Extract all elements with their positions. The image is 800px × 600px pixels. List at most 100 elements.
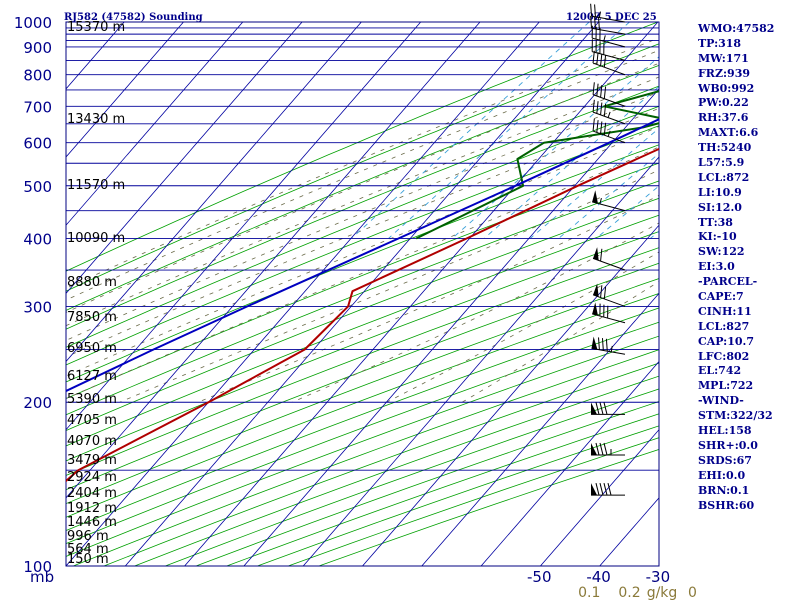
isotherm xyxy=(302,156,659,566)
pressure-tick-label: 600 xyxy=(23,135,52,153)
stat-line: SW:122 xyxy=(698,245,745,259)
dry-adiabat xyxy=(102,362,659,566)
stat-line: -WIND- xyxy=(698,394,744,408)
parcel-profile-line xyxy=(66,118,659,393)
height-tick-label: 11570 m xyxy=(67,178,125,193)
wind-barb xyxy=(590,3,626,23)
stat-line: WMO:47582 xyxy=(698,22,775,35)
stat-line: RH:37.6 xyxy=(698,111,749,125)
height-tick-label: 5390 m xyxy=(67,392,117,407)
mixing-ratio-tick-label: 0.2 xyxy=(618,585,640,600)
height-labels: 15370 m 13430 m 11570 m 10090 m 8880 m 7850 m… xyxy=(67,20,125,567)
pressure-unit-label: mb xyxy=(30,568,54,586)
stat-line: PW:0.22 xyxy=(698,96,749,110)
dry-adiabat xyxy=(66,85,659,330)
dry-adiabat xyxy=(66,105,659,348)
pressure-tick-label: 500 xyxy=(23,178,52,196)
pressure-labels: 100 200 300 400 500 600 700 800 900 1000 xyxy=(14,14,52,576)
moist-adiabat xyxy=(197,194,659,403)
stat-line: LFC:802 xyxy=(698,349,750,363)
height-tick-label: 6127 m xyxy=(67,369,117,384)
dry-adiabat xyxy=(66,22,659,272)
stat-line: WB0:992 xyxy=(698,81,755,95)
dry-adiabat xyxy=(287,437,659,566)
stat-line: CAPE:7 xyxy=(698,290,744,304)
dry-adiabat xyxy=(66,43,659,292)
height-tick-label: 2924 m xyxy=(67,470,117,485)
isotherm xyxy=(66,22,540,566)
moist-adiabat xyxy=(66,76,659,327)
isotherm xyxy=(66,22,303,294)
mixing-ratio-tick-label: 0.6 xyxy=(688,585,698,600)
temperature-labels: mb-50-40-30-20-10010203040C xyxy=(30,568,670,586)
pressure-tick-label: 700 xyxy=(23,98,52,116)
pressure-tick-label: 400 xyxy=(23,230,52,248)
stat-line: TT:38 xyxy=(698,215,733,229)
moist-adiabat xyxy=(66,107,659,358)
temperature-tick-label: -40 xyxy=(586,568,611,586)
isotherm xyxy=(66,22,244,226)
stat-line: -PARCEL- xyxy=(698,275,758,289)
isotherm xyxy=(66,22,481,499)
stat-line: KI:-10 xyxy=(698,230,737,244)
height-tick-label: 1446 m xyxy=(67,515,117,530)
stat-line: STM:322/32 xyxy=(698,409,773,423)
isotherm xyxy=(658,565,659,566)
moist-adiabat xyxy=(66,37,659,289)
moist-adiabat xyxy=(66,49,659,301)
wind-barb xyxy=(592,190,626,212)
wind-barb xyxy=(592,247,626,271)
dry-adiabat xyxy=(66,64,659,311)
isotherm xyxy=(480,360,659,566)
height-tick-label: 2404 m xyxy=(67,486,117,501)
stat-line: LCL:827 xyxy=(698,319,750,333)
stat-line: HEL:158 xyxy=(698,424,752,438)
height-tick-label: 996 m xyxy=(67,529,109,544)
mixing-ratio-labels: 0.10.20.61.02.03.05.010.020.040.0g/kg xyxy=(578,585,698,600)
moist-adiabat xyxy=(66,125,659,377)
wind-barb xyxy=(591,402,625,415)
isotherm xyxy=(421,292,659,566)
isotherm xyxy=(66,22,422,431)
wind-barb xyxy=(592,99,626,125)
stat-line: SHR+:0.0 xyxy=(698,438,758,452)
stat-line: MW:171 xyxy=(698,51,749,65)
wind-barb xyxy=(592,50,626,76)
stat-line: CAP:10.7 xyxy=(698,334,755,348)
moist-adiabat xyxy=(66,91,659,341)
height-tick-label: 150 m xyxy=(67,552,109,567)
stat-line: SRDS:67 xyxy=(698,453,752,467)
plot-frame xyxy=(65,21,660,567)
stat-line: EI:3.0 xyxy=(698,260,735,274)
wind-barb xyxy=(592,283,626,307)
isotherm xyxy=(66,22,362,363)
isotherm xyxy=(0,10,16,590)
skew-t-chart: RJ582 (47582) Sounding 1200Z 5 DEC 25 10… xyxy=(0,3,698,600)
pressure-tick-label: 1000 xyxy=(14,14,52,32)
height-tick-label: 6950 m xyxy=(67,341,117,356)
isotherm xyxy=(184,22,659,566)
stat-line: TH:5240 xyxy=(698,141,752,155)
height-tick-label: 10090 m xyxy=(67,231,125,246)
height-tick-label: 1912 m xyxy=(67,501,117,516)
isotherm xyxy=(361,224,659,566)
wind-barb xyxy=(592,302,626,324)
temperature-profile-line xyxy=(66,147,659,483)
isotherm xyxy=(66,22,185,158)
height-tick-label: 564 m xyxy=(67,542,109,557)
sounding-time: 1200Z 5 DEC 25 xyxy=(566,12,657,23)
mixing-ratio-tick-label: 0.1 xyxy=(578,585,600,600)
stats-panel: WMO:47582 TP:318 MW:171 FRZ:939 WB0:992 PW:0.… xyxy=(698,22,800,513)
moist-adiabats xyxy=(66,37,659,403)
stat-line: EHI:0.0 xyxy=(698,468,746,482)
stat-line: L57:5.9 xyxy=(698,156,745,170)
moist-adiabat xyxy=(66,62,659,313)
isobars xyxy=(66,21,659,567)
stat-line: MPL:722 xyxy=(698,379,754,393)
temperature-tick-label: -50 xyxy=(527,568,552,586)
isotherms xyxy=(0,10,659,590)
stat-line: MAXT:6.6 xyxy=(698,126,759,140)
profiles xyxy=(66,90,659,483)
pressure-tick-label: 300 xyxy=(23,298,52,316)
stat-line: LI:10.9 xyxy=(698,185,742,199)
